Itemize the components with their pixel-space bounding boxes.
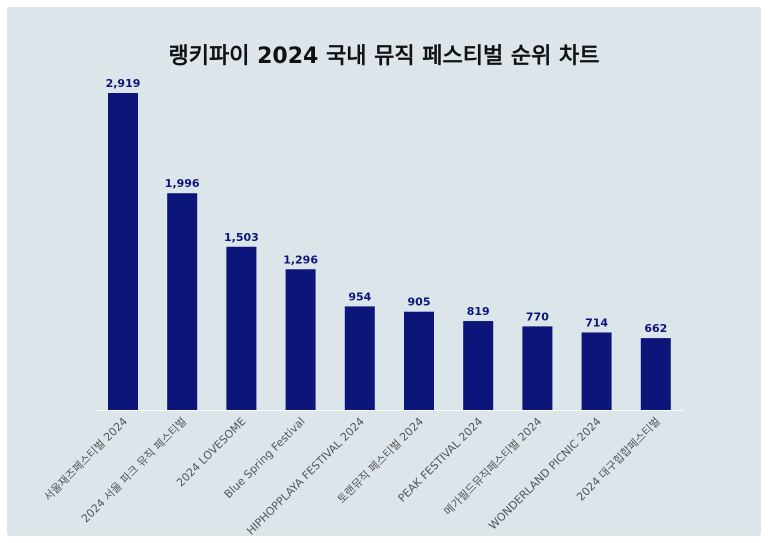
data-label: 905 bbox=[408, 296, 431, 309]
bar bbox=[404, 311, 434, 410]
data-label: 1,296 bbox=[283, 253, 318, 266]
data-label: 1,503 bbox=[224, 231, 259, 244]
x-tick-label: 메가필드뮤직페스티벌 2024 bbox=[441, 415, 544, 518]
data-label: 954 bbox=[348, 290, 371, 303]
bar bbox=[285, 269, 316, 410]
data-label: 1,996 bbox=[165, 177, 200, 190]
x-tick-label: 2024 서울 파크 뮤직 페스티벌 bbox=[79, 415, 189, 525]
chart-title: 랭키파이 2024 국내 뮤직 페스티벌 순위 차트 bbox=[168, 44, 600, 69]
bar bbox=[167, 193, 198, 410]
data-label: 662 bbox=[644, 322, 667, 335]
x-tick-label: HIPHOPPLAYA FESTIVAL 2024 bbox=[244, 415, 367, 538]
bar bbox=[108, 93, 138, 410]
data-label: 770 bbox=[526, 310, 549, 323]
x-tick-label: WONDERLAND PICNIC 2024 bbox=[486, 415, 603, 532]
bar bbox=[640, 338, 671, 410]
bar bbox=[344, 306, 375, 410]
data-label: 2,919 bbox=[106, 77, 141, 90]
bar bbox=[226, 246, 257, 410]
bar bbox=[581, 332, 612, 410]
data-label: 819 bbox=[467, 305, 490, 318]
data-label: 714 bbox=[585, 316, 608, 329]
bar bbox=[463, 321, 494, 410]
bar bbox=[522, 326, 553, 410]
